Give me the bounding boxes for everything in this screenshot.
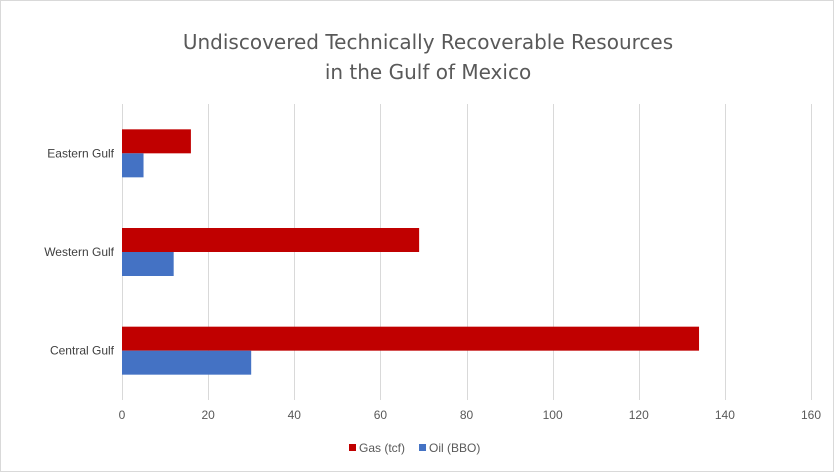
x-tick-label: 140 — [715, 408, 735, 422]
bar-oil-eastern — [122, 153, 144, 178]
legend-label: Gas (tcf) — [359, 441, 405, 455]
gridlines — [122, 104, 812, 400]
bars — [122, 129, 700, 375]
bar-oil-central — [122, 350, 252, 375]
bar-gas-central — [122, 326, 700, 351]
legend: Gas (tcf) Oil (BBO) — [349, 441, 480, 455]
x-tick-label: 160 — [801, 408, 821, 422]
x-tick-label: 40 — [288, 408, 302, 422]
x-tick-label: 120 — [629, 408, 649, 422]
category-label: Eastern Gulf — [47, 146, 114, 160]
x-tick-label: 20 — [201, 408, 215, 422]
bar-oil-western — [122, 252, 174, 276]
chart-title: Undiscovered Technically Recoverable Res… — [183, 30, 673, 84]
x-tick-label: 80 — [460, 408, 474, 422]
category-label: Central Gulf — [50, 344, 115, 358]
legend-label: Oil (BBO) — [429, 441, 480, 455]
x-tick-label: 100 — [543, 408, 563, 422]
chart-title-line-2: in the Gulf of Mexico — [325, 60, 531, 84]
category-label: Western Gulf — [44, 245, 114, 259]
x-tick-label: 0 — [119, 408, 126, 422]
bar-gas-western — [122, 228, 420, 252]
chart-title-line-1: Undiscovered Technically Recoverable Res… — [183, 30, 673, 54]
legend-swatch — [419, 444, 427, 451]
legend-swatch — [349, 444, 356, 451]
x-tick-labels: 0 20 40 60 80 100 120 140 160 — [119, 408, 822, 422]
x-tick-label: 60 — [374, 408, 388, 422]
category-labels: Eastern Gulf Western Gulf Central Gulf — [44, 146, 114, 357]
bar-gas-eastern — [122, 129, 191, 154]
